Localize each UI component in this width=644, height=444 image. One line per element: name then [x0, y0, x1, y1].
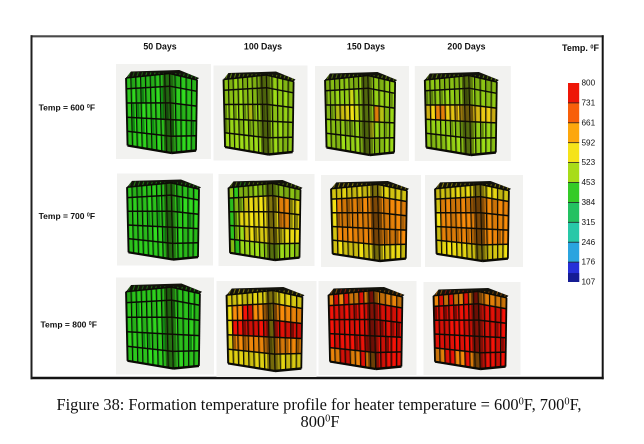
svg-text:Temp = 800 0F: Temp = 800 0F	[41, 320, 97, 330]
svg-text:661: 661	[582, 118, 596, 127]
svg-text:150 Days: 150 Days	[347, 42, 385, 52]
svg-text:200 Days: 200 Days	[447, 42, 485, 52]
svg-text:453: 453	[582, 178, 596, 187]
svg-text:50 Days: 50 Days	[143, 42, 176, 52]
svg-text:246: 246	[582, 238, 596, 247]
svg-text:Temp = 700 0F: Temp = 700 0F	[39, 211, 95, 221]
svg-text:315: 315	[582, 218, 596, 227]
svg-text:Figure 38: Formation temperatu: Figure 38: Formation temperature profile…	[56, 395, 581, 414]
svg-text:100 Days: 100 Days	[244, 42, 282, 52]
svg-text:523: 523	[582, 158, 596, 167]
svg-text:Temp. 0F: Temp. 0F	[562, 43, 599, 53]
svg-text:800: 800	[582, 79, 596, 88]
svg-text:384: 384	[582, 198, 596, 207]
svg-text:107: 107	[582, 278, 596, 287]
svg-text:8000F: 8000F	[301, 412, 340, 431]
svg-text:592: 592	[582, 138, 596, 147]
svg-text:Temp = 600 0F: Temp = 600 0F	[39, 103, 95, 113]
svg-text:731: 731	[582, 99, 596, 108]
svg-text:176: 176	[582, 258, 596, 267]
